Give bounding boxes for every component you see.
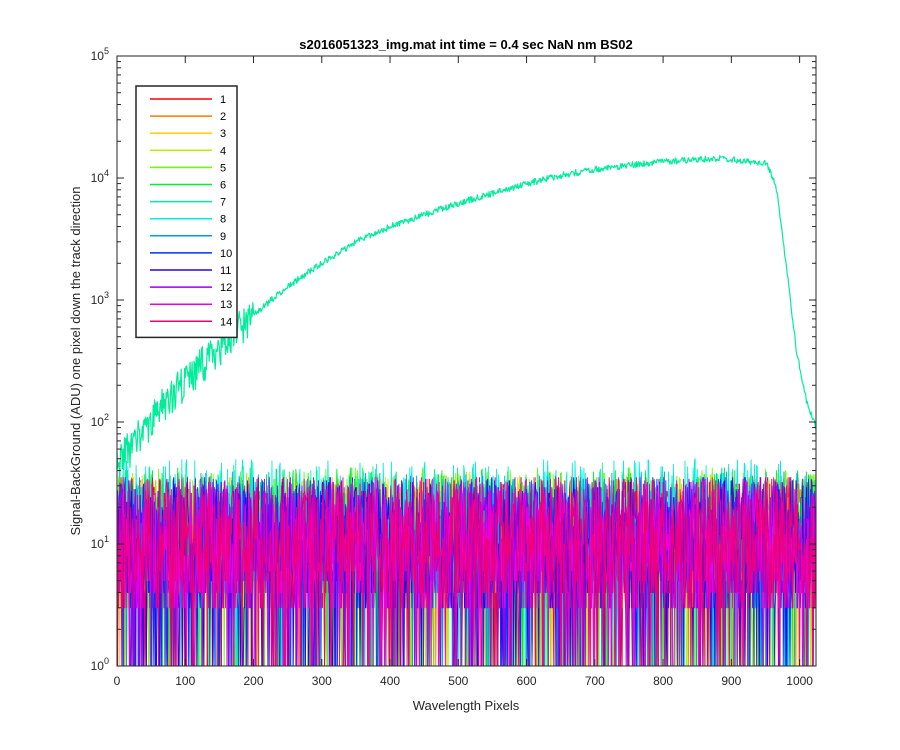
legend-label-1: 1 (220, 94, 226, 106)
x-tick-label: 100 (175, 674, 195, 688)
y-tick-label: 101 (91, 534, 109, 551)
y-axis-label: Signal-BackGround (ADU) one pixel down t… (68, 186, 83, 535)
x-tick-label: 1000 (786, 674, 813, 688)
series-line-14 (117, 477, 816, 666)
y-tick-label: 103 (91, 290, 109, 307)
x-tick-label: 700 (585, 674, 605, 688)
x-tick-label: 0 (114, 674, 121, 688)
y-tick-label: 102 (91, 412, 109, 429)
y-tick-label: 105 (91, 46, 109, 63)
legend-label-2: 2 (220, 111, 226, 123)
y-tick-label: 104 (91, 168, 109, 185)
legend-label-3: 3 (220, 128, 226, 140)
legend-box (135, 85, 238, 339)
x-tick-label: 200 (244, 674, 264, 688)
legend-label-10: 10 (220, 248, 232, 260)
x-tick-label: 400 (380, 674, 400, 688)
x-tick-label: 900 (721, 674, 741, 688)
x-axis-label: Wavelength Pixels (413, 698, 520, 713)
x-tick-label: 500 (448, 674, 468, 688)
y-tick-label: 100 (91, 656, 109, 673)
legend-label-4: 4 (220, 145, 226, 157)
x-tick-label: 800 (653, 674, 673, 688)
legend-label-5: 5 (220, 162, 226, 174)
series-group (117, 154, 816, 666)
legend-label-13: 13 (220, 299, 232, 311)
legend-label-9: 9 (220, 231, 226, 243)
legend-label-11: 11 (220, 265, 231, 277)
legend-label-8: 8 (220, 214, 226, 226)
x-tick-label: 300 (312, 674, 332, 688)
legend-label-6: 6 (220, 180, 226, 192)
legend-label-7: 7 (220, 197, 226, 209)
x-tick-label: 600 (517, 674, 537, 688)
plot-frame (116, 55, 817, 667)
legend-label-12: 12 (220, 282, 232, 294)
chart-title: s2016051323_img.mat int time = 0.4 sec N… (299, 37, 633, 52)
legend-label-14: 14 (220, 316, 232, 328)
